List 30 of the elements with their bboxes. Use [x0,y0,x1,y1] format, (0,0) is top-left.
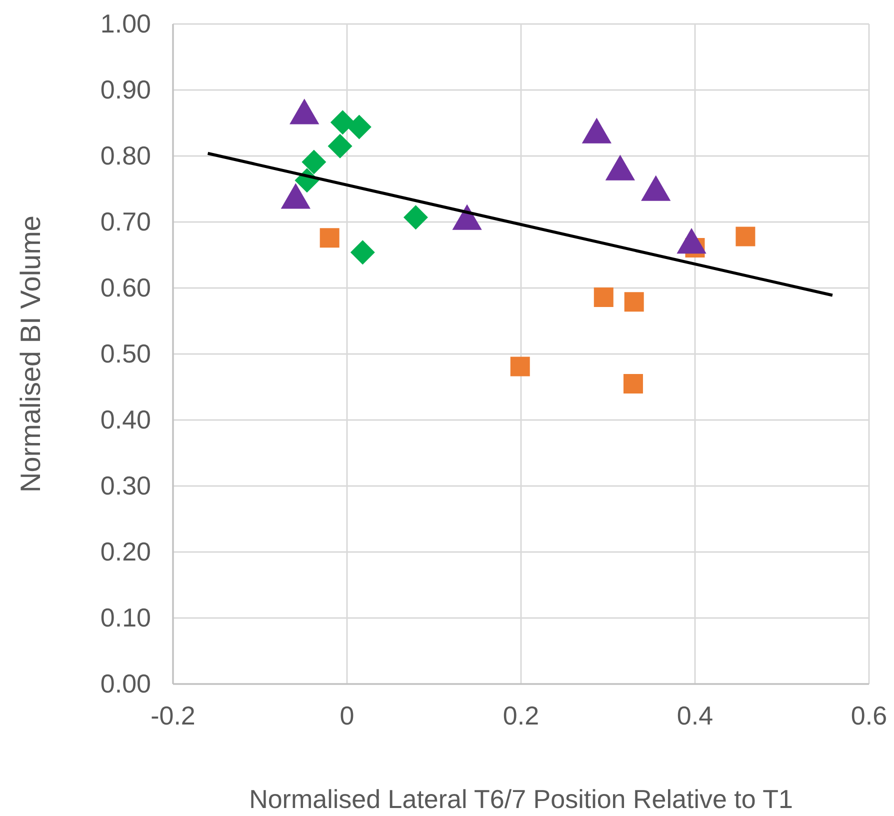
point [328,134,352,158]
x-tick-label: 0.4 [676,700,714,730]
y-tick-label: 0.60 [100,272,151,302]
x-tick-label: 0 [340,700,354,730]
point [320,228,340,248]
x-tick-label: 0.2 [502,700,540,730]
point [302,150,326,174]
y-tick-label: 0.70 [100,206,151,236]
y-tick-label: 0.80 [100,140,151,170]
x-tick-label: -0.2 [150,700,196,730]
point [510,356,530,376]
point [623,374,643,394]
y-tick-label: 0.30 [100,470,151,500]
point [330,110,355,135]
point [346,114,372,140]
point [624,292,644,312]
y-tick-label: 0.40 [100,404,151,434]
y-tick-label: 0.20 [100,536,151,566]
y-tick-label: 1.00 [100,8,151,38]
x-tick-label: 0.6 [850,700,888,730]
point [350,240,375,265]
y-tick-label: 0.00 [100,668,151,698]
x-axis-title: Normalised Lateral T6/7 Position Relative to T1 [249,784,793,814]
point [403,205,428,230]
point [736,226,756,246]
point [594,287,614,307]
y-tick-label: 0.50 [100,338,151,368]
y-tick-label: 0.90 [100,74,151,104]
y-tick-label: 0.10 [100,602,151,632]
y-axis-title: Normalised BI Volume [15,215,46,493]
